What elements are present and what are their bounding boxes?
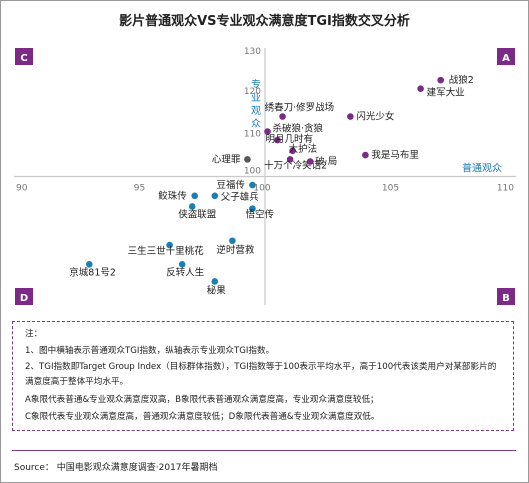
data-point: 建军大业 — [417, 85, 465, 99]
data-point-marker — [417, 85, 424, 92]
x-tick-labels: 90 95 105 110 — [16, 184, 514, 194]
quadrant-d-label: D — [20, 293, 28, 304]
data-point: 明月几时有 — [266, 133, 314, 145]
x-tick-label: 90 — [16, 184, 28, 194]
data-point-marker — [249, 205, 256, 212]
data-point-label: 战狼2 — [449, 74, 474, 86]
data-point-marker — [362, 151, 369, 159]
y-axis-label-char: 众 — [251, 118, 261, 130]
chart-title: 影片普通观众VS专业观众满意度TGI指数交叉分析 — [119, 14, 410, 29]
data-point-label: 父子雄兵 — [221, 191, 260, 203]
quadrant-c-marker: C — [15, 48, 33, 65]
data-point-label: 杀破狼·贪狼 — [273, 123, 324, 135]
data-point: 悟空传 — [245, 205, 274, 221]
data-point: 鲛珠传 — [158, 190, 199, 202]
data-point-label: 悟空传 — [245, 209, 274, 221]
notes-line-1: 1、图中横轴表示普通观众TGI指数，纵轴表示专业观众TGI指数。 — [25, 346, 275, 356]
quadrant-d-marker: D — [15, 288, 33, 305]
notes-heading: 注： — [25, 329, 43, 339]
scatter-chart: 普通观众 专业观众 100 100 90 95 105 110 110 120 130 C… — [14, 47, 516, 305]
data-point-label: 大护法 — [289, 143, 318, 155]
source-divider — [12, 450, 516, 451]
data-point-label: 豆福传 — [216, 179, 245, 191]
data-point: 逆时营救 — [216, 237, 255, 256]
data-point: 心理罪 — [212, 154, 251, 165]
data-point-marker — [188, 203, 196, 210]
source-text: Source： 中国电影观众满意度调查·2017年暑期档 — [14, 463, 218, 473]
data-point: 闪光少女 — [347, 111, 394, 123]
data-point-label: 侠盗联盟 — [178, 208, 217, 220]
data-point-label: 秘果 — [207, 284, 227, 296]
data-point-marker — [229, 237, 236, 245]
data-point-marker — [264, 128, 271, 135]
notes-line-4: C象限代表专业观众满意度高，普通观众满意度较低；D象限代表普通&专业观众满意度双… — [25, 412, 380, 422]
x-axis-label: 普通观众 — [462, 162, 502, 175]
notes-line-3: A象限代表普通&专业观众满意度双高，B象限代表普通观众满意度高，专业观众满意度较… — [25, 395, 379, 405]
quadrant-c-label: C — [20, 53, 27, 64]
data-point-marker — [191, 192, 199, 200]
data-point-label: 逆时营救 — [216, 244, 255, 256]
y-axis-label-char: 专 — [251, 78, 261, 91]
data-point-label: 绣春刀·修罗战场 — [265, 102, 335, 114]
data-point: 豆福传 — [216, 179, 256, 191]
data-point-marker — [249, 181, 256, 189]
y-axis-label-char: 观 — [251, 105, 261, 117]
data-point: 杀破狼·贪狼 — [264, 123, 324, 135]
notes-box: 注： 1、图中横轴表示普通观众TGI指数，纵轴表示专业观众TGI指数。 2、TG… — [12, 321, 514, 431]
data-point: 战狼2 — [437, 74, 474, 86]
data-points: 战狼2建军大业绣春刀·修罗战场闪光少女杀破狼·贪狼明月几时有大护法我是马布里十万… — [69, 74, 473, 296]
data-point-marker — [289, 147, 296, 155]
data-point: 京城81号2 — [69, 261, 116, 278]
data-point-label: 京城81号2 — [69, 266, 116, 278]
quadrant-b-marker: B — [497, 288, 515, 305]
y-tick-label: 110 — [244, 130, 261, 140]
data-point-marker — [166, 241, 173, 249]
data-point-marker — [244, 156, 251, 163]
quadrant-b-label: B — [502, 293, 510, 304]
data-point-marker — [211, 278, 219, 285]
data-point-marker — [86, 261, 93, 268]
data-point-label: 闪光少女 — [356, 111, 394, 123]
data-point-label: 明月几时有 — [266, 133, 314, 145]
data-point-label: 心理罪 — [212, 154, 241, 165]
data-point-marker — [211, 192, 219, 200]
data-point-marker — [274, 136, 281, 144]
x-tick-label: 105 — [382, 184, 399, 194]
data-point-marker — [347, 113, 354, 120]
data-point: 大护法 — [289, 143, 318, 155]
data-point-marker — [178, 261, 186, 268]
data-point-label: 建军大业 — [427, 87, 465, 99]
x-center-tick-label: 100 — [253, 184, 270, 194]
data-point-label: 鲛珠传 — [158, 190, 187, 202]
y-tick-label: 130 — [244, 47, 261, 57]
data-point: 父子雄兵 — [211, 191, 260, 203]
data-point-label: 破·局 — [315, 156, 337, 168]
x-tick-label: 110 — [497, 184, 514, 194]
quadrant-a-label: A — [502, 53, 510, 64]
quadrant-a-marker: A — [497, 48, 515, 65]
x-tick-label: 95 — [134, 184, 145, 194]
data-point: 我是马布里 — [362, 149, 419, 161]
data-point: 绣春刀·修罗战场 — [265, 102, 335, 120]
data-point-marker — [306, 158, 314, 165]
y-tick-label: 120 — [244, 87, 261, 97]
data-point-marker — [286, 156, 294, 163]
data-point: 反转人生 — [166, 261, 205, 278]
y-axis-label: 专业观众 — [251, 78, 261, 130]
data-point: 三生三世十里桃花 — [128, 241, 205, 257]
data-point: 侠盗联盟 — [178, 203, 217, 220]
data-point-label: 三生三世十里桃花 — [128, 245, 205, 257]
data-point-label: 我是马布里 — [371, 149, 419, 161]
data-point: 破·局 — [306, 156, 337, 168]
data-point-label: 反转人生 — [166, 266, 205, 278]
data-point-marker — [437, 76, 445, 84]
y-center-tick-label: 100 — [244, 167, 261, 177]
y-tick-labels: 110 120 130 — [244, 47, 261, 140]
data-point: 秘果 — [207, 278, 227, 296]
y-axis-label-char: 业 — [251, 92, 261, 104]
data-point-marker — [279, 113, 286, 120]
notes-line-2: 2、TGI指数即Target Group Index（目标群体指数），TGI指数… — [25, 362, 497, 387]
